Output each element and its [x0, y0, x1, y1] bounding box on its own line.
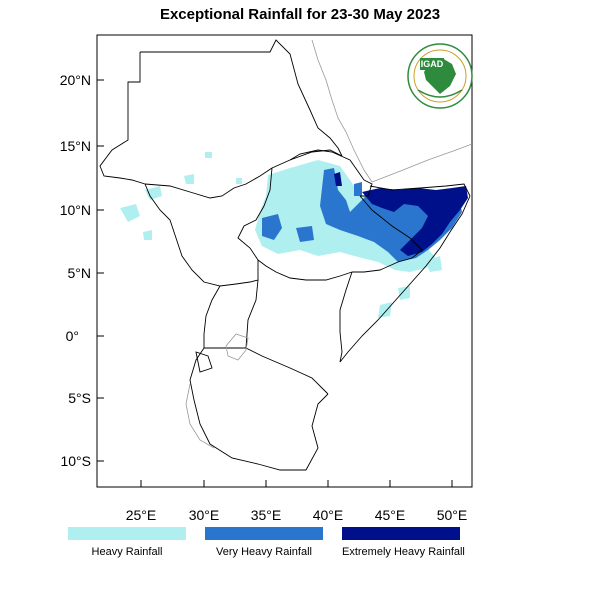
legend-label: Very Heavy Rainfall: [216, 546, 312, 558]
latitude-ticks: 20°N 15°N 10°N 5°N 0° 5°S 10°S: [60, 72, 104, 469]
lat-tick-label: 5°N: [68, 265, 92, 281]
lon-tick-label: 30°E: [189, 507, 220, 523]
laurel-icon: [417, 89, 463, 98]
lat-tick-label: 20°N: [60, 72, 91, 88]
legend-item-extremely-heavy: Extremely Heavy Rainfall: [342, 527, 465, 558]
lat-tick-label: 0°: [66, 328, 79, 344]
lat-tick-label: 5°S: [68, 390, 91, 406]
igad-logo: IGAD: [407, 43, 473, 109]
lon-tick-label: 25°E: [126, 507, 157, 523]
longitude-ticks: 25°E 30°E 35°E 40°E 45°E 50°E: [126, 480, 468, 523]
legend-label: Extremely Heavy Rainfall: [342, 546, 465, 558]
logo-text: IGAD: [421, 59, 444, 69]
lat-tick-label: 15°N: [60, 138, 91, 154]
country-boundaries: [99, 39, 471, 471]
map-title: Exceptional Rainfall for 23-30 May 2023: [159, 6, 441, 23]
lat-tick-label: 10°S: [60, 453, 91, 469]
lat-tick-label: 10°N: [60, 202, 91, 218]
legend-swatch: [68, 527, 186, 540]
lon-tick-label: 45°E: [375, 507, 406, 523]
legend: Heavy Rainfall Very Heavy Rainfall Extre…: [0, 527, 600, 567]
legend-label: Heavy Rainfall: [91, 546, 163, 558]
legend-swatch: [205, 527, 323, 540]
lon-tick-label: 40°E: [313, 507, 344, 523]
legend-item-very-heavy: Very Heavy Rainfall: [205, 527, 323, 558]
legend-item-heavy: Heavy Rainfall: [68, 527, 186, 558]
lon-tick-label: 35°E: [251, 507, 282, 523]
extremely-heavy-rainfall-areas: [334, 172, 468, 256]
coastlines-outside: [185, 39, 473, 449]
legend-swatch: [342, 527, 460, 540]
lon-tick-label: 50°E: [437, 507, 468, 523]
